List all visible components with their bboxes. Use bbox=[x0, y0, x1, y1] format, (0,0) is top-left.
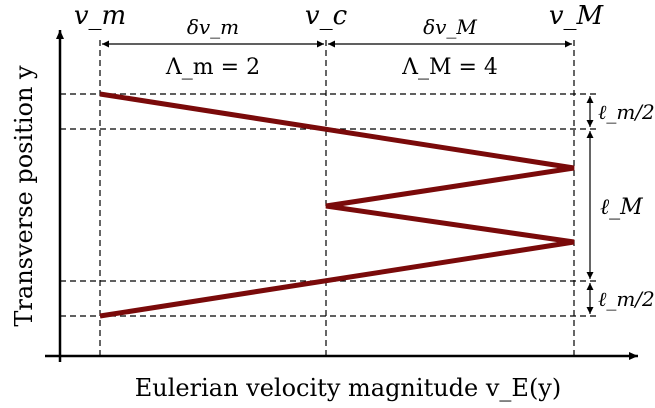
label-v-c: v_c bbox=[305, 1, 348, 31]
label-ell-m-half-bottom: ℓ_m/2 bbox=[598, 287, 655, 311]
label-ell-m-half-top: ℓ_m/2 bbox=[598, 100, 655, 124]
label-delta-v-M: δv_M bbox=[423, 15, 477, 39]
label-lambda-M: Λ_M = 4 bbox=[401, 55, 498, 80]
label-delta-v-m: δv_m bbox=[187, 15, 239, 39]
label-v-m: v_m bbox=[74, 1, 126, 31]
x-axis-title: Eulerian velocity magnitude v_E(y) bbox=[135, 374, 561, 402]
label-lambda-m: Λ_m = 2 bbox=[165, 55, 260, 80]
label-v-M: v_M bbox=[549, 1, 605, 31]
velocity-profile-line bbox=[99, 91, 575, 319]
y-axis-title: Transverse position y bbox=[10, 65, 38, 327]
label-ell-M: ℓ_M bbox=[600, 195, 643, 220]
